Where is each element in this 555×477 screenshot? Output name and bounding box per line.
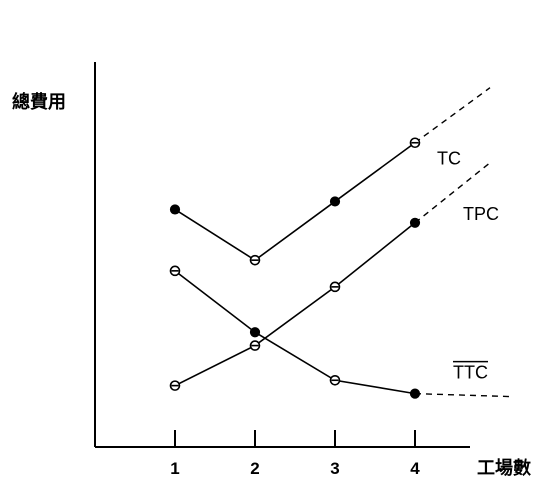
x-axis-label: 工場數 (477, 458, 531, 477)
series-line-tc (174, 142, 416, 262)
point-tpc-4 (409, 217, 421, 228)
x-tick-label-3: 3 (330, 459, 339, 477)
series-lines (174, 87, 513, 398)
series-line-tpc (174, 222, 416, 387)
axes (94, 62, 470, 448)
point-tc-3 (329, 196, 341, 207)
series-extension-tc (414, 87, 491, 144)
series-line-ttc (174, 270, 416, 395)
x-tick-label-1: 1 (170, 459, 179, 477)
series-labels: TC TPC TTC (437, 149, 499, 383)
series-extension-ttc (414, 392, 513, 398)
point-tc-4 (409, 137, 421, 149)
point-tc-1 (169, 204, 181, 215)
point-ttc-3 (329, 374, 341, 386)
point-tpc-1 (169, 380, 181, 391)
point-ttc-2 (249, 327, 261, 338)
point-tpc-2 (249, 340, 261, 351)
point-ttc-4 (409, 388, 421, 399)
series-label-tpc: TPC (463, 204, 499, 224)
series-extension-tpc (414, 162, 491, 224)
point-tc-2 (249, 254, 261, 266)
series-label-ttc: TTC (453, 363, 488, 383)
series-points (169, 137, 421, 399)
point-ttc-1 (169, 265, 181, 277)
x-ticks: 1 2 3 4 (170, 430, 420, 477)
point-tpc-3 (329, 281, 341, 293)
series-label-tc: TC (437, 149, 461, 169)
x-tick-label-2: 2 (250, 459, 259, 477)
x-tick-label-4: 4 (410, 459, 420, 477)
y-axis-label: 總費用 (12, 91, 66, 113)
